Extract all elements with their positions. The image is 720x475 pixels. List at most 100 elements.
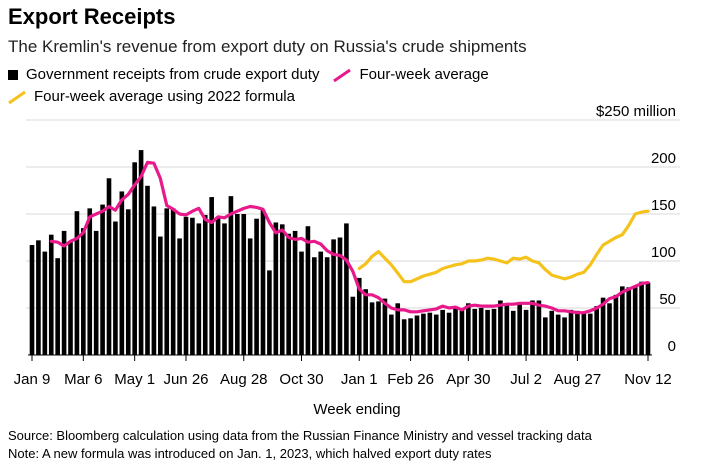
bar [138,150,144,355]
y-tick-label: 0 [668,338,676,355]
bar [132,162,137,355]
legend-swatch-avg [333,68,352,82]
bar [158,236,163,355]
legend-item-avg: Four-week average [333,66,489,83]
legend-label-avg: Four-week average [359,66,489,83]
bar [55,258,60,355]
bar [228,196,234,355]
bar [472,308,478,355]
bar [344,223,349,355]
bar [61,230,67,355]
legend-row-1: Government receipts from crude export du… [8,66,503,83]
bar [491,308,497,355]
x-tick-label: Jul 2 [510,371,542,388]
bar [421,313,426,355]
bar [331,239,336,355]
four-week-average-2022-line [357,209,650,284]
bar [209,197,214,355]
x-axis-title: Week ending [313,401,400,418]
bar [600,297,606,355]
x-tick-label: Apr 30 [446,371,490,388]
legend-label-receipts: Government receipts from crude export du… [26,66,320,83]
bar [202,214,208,355]
bar [292,230,298,355]
bar [517,304,522,355]
x-tick-label: May 1 [114,371,155,388]
bar [587,313,593,355]
bar [113,221,118,355]
bar [613,294,619,355]
bar [543,317,548,355]
y-tick-label: 200 [651,150,676,167]
bar [632,287,638,355]
bar [48,234,54,355]
x-tick-label: Oct 30 [279,371,323,388]
bar [639,281,644,355]
bar [324,257,330,355]
bar [523,309,529,355]
y-tick-label: 150 [651,197,676,214]
bar [498,300,503,355]
bar [279,224,285,355]
bar [562,317,567,355]
formula-note: Note: A new formula was introduced on Ja… [8,446,492,461]
bar [575,310,580,355]
bar [145,185,150,355]
x-tick-label: Aug 27 [554,371,602,388]
bar [286,233,291,355]
bar [530,300,535,355]
legend-row-2: Four-week average using 2022 formula [8,88,309,105]
bar [485,309,490,355]
bar [626,287,632,355]
bar [350,296,356,355]
bar [125,209,131,355]
y-tick-label: 50 [659,291,676,308]
bar [459,309,465,355]
source-note: Source: Bloomberg calculation using data… [8,428,592,443]
bar [620,286,625,355]
bar [414,315,420,355]
bar [254,218,259,355]
bar [247,238,253,355]
bar [581,312,587,355]
legend-item-avg2022: Four-week average using 2022 formula [8,88,295,105]
bar [440,309,445,355]
bar [382,298,388,355]
bar [196,223,202,355]
y-axis: $250 million 200 150 100 50 0 [596,103,676,355]
four-week-average-line [49,160,650,315]
bar [222,223,227,355]
bar [645,282,651,355]
bar [478,308,484,355]
x-tick-label: Nov 12 [624,371,672,388]
bar [190,217,195,355]
bar [395,303,401,355]
bar [100,204,105,355]
bar [594,306,599,355]
x-tick-label: Jan 1 [341,371,378,388]
legend-swatch-avg2022 [8,90,26,104]
bar [93,230,99,355]
bar [299,251,304,355]
y-tick-label: $250 million [596,103,676,120]
bar [36,240,41,355]
bar [504,304,510,355]
x-axis: Jan 9 Mar 6 May 1 Jun 26 Aug 28 Oct 30 Jan 1 Fe… [14,354,672,388]
x-tick-label: Jan 9 [14,371,51,388]
bar [510,310,516,355]
bar [536,300,542,355]
bar [183,216,189,355]
bar [369,302,375,355]
bar [389,314,394,355]
bar [177,238,182,355]
bar [235,214,240,355]
bar [356,277,362,355]
chart-subtitle: The Kremlin's revenue from export duty o… [8,37,527,56]
bar [453,308,458,355]
y-tick-label: 100 [651,244,676,261]
bar [337,237,343,355]
x-tick-label: Mar 6 [64,371,102,388]
bar [363,289,368,355]
x-tick-label: Aug 28 [220,371,268,388]
